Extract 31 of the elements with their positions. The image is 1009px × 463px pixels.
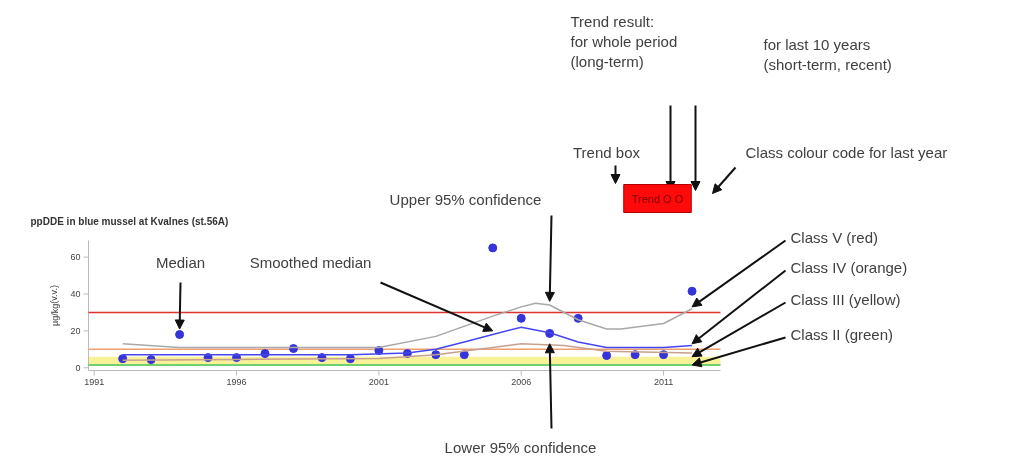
text: Trend O O xyxy=(631,192,684,205)
x-tick-label: 1996 xyxy=(226,376,247,387)
y-tick-label: 0 xyxy=(75,362,81,373)
annotation: Class V (red) xyxy=(790,228,879,246)
annotation: Class II (green) xyxy=(790,325,894,343)
x-tick-label: 2011 xyxy=(653,376,674,387)
text: Trend box xyxy=(573,143,641,161)
point xyxy=(459,350,469,360)
annotation: Lower 95% confidence xyxy=(444,438,597,456)
x-tick-label: 1991 xyxy=(84,376,105,387)
y-axis-title: µg/kg(v.v.) xyxy=(49,285,60,326)
annotation: Median xyxy=(155,253,206,271)
point xyxy=(118,354,128,364)
y-tick-label: 40 xyxy=(70,288,81,299)
x-tick-label: 2006 xyxy=(511,376,532,387)
point xyxy=(687,286,697,296)
text: Class colour code for last year xyxy=(745,143,948,161)
point xyxy=(516,313,526,323)
point xyxy=(488,243,498,253)
annotation: Class IV (orange) xyxy=(790,258,908,276)
y-tick-label: 60 xyxy=(70,252,81,263)
point xyxy=(175,330,185,340)
text: Trend result: for whole period (long-term) xyxy=(570,12,678,71)
annotation: Smoothed median xyxy=(249,253,372,271)
text: for last 10 years (short-term, recent) xyxy=(763,35,892,73)
y-tick-label: 20 xyxy=(70,325,81,336)
point xyxy=(602,351,612,361)
chart-title: ppDDE in blue mussel at Kvalnes (st.56A) xyxy=(30,215,229,227)
x-tick-label: 2001 xyxy=(368,376,389,387)
annotation: Class III (yellow) xyxy=(790,290,901,308)
annotation: Upper 95% confidence xyxy=(389,190,542,208)
